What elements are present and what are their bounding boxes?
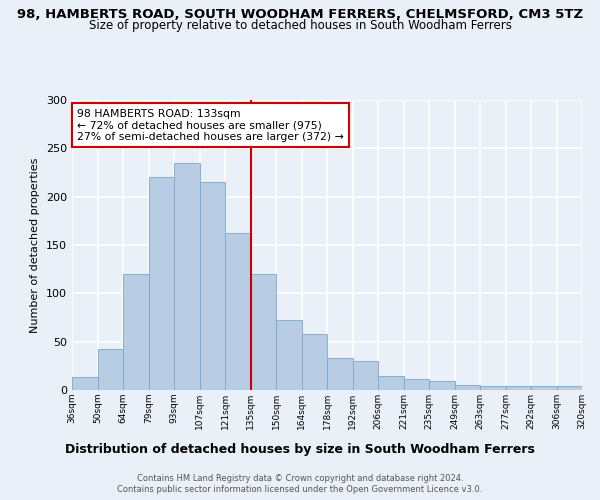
Text: 98 HAMBERTS ROAD: 133sqm
← 72% of detached houses are smaller (975)
27% of semi-: 98 HAMBERTS ROAD: 133sqm ← 72% of detach… [77, 108, 344, 142]
Bar [276, 320, 302, 390]
Text: Contains public sector information licensed under the Open Government Licence v3: Contains public sector information licen… [118, 485, 482, 494]
Bar [302, 334, 327, 390]
Bar [327, 358, 353, 390]
Bar [353, 361, 378, 390]
Bar [404, 380, 429, 390]
Bar [225, 234, 251, 390]
Bar [557, 386, 582, 390]
Text: Contains HM Land Registry data © Crown copyright and database right 2024.: Contains HM Land Registry data © Crown c… [137, 474, 463, 483]
Text: Distribution of detached houses by size in South Woodham Ferrers: Distribution of detached houses by size … [65, 442, 535, 456]
Bar [455, 385, 480, 390]
Bar [480, 386, 505, 390]
Bar [429, 382, 455, 390]
Bar [199, 182, 225, 390]
Bar [149, 178, 174, 390]
Y-axis label: Number of detached properties: Number of detached properties [31, 158, 40, 332]
Bar [251, 274, 276, 390]
Bar [531, 386, 557, 390]
Text: Size of property relative to detached houses in South Woodham Ferrers: Size of property relative to detached ho… [89, 18, 511, 32]
Bar [97, 350, 123, 390]
Bar [505, 386, 531, 390]
Bar [72, 378, 97, 390]
Bar [378, 376, 404, 390]
Text: 98, HAMBERTS ROAD, SOUTH WOODHAM FERRERS, CHELMSFORD, CM3 5TZ: 98, HAMBERTS ROAD, SOUTH WOODHAM FERRERS… [17, 8, 583, 20]
Bar [123, 274, 149, 390]
Bar [174, 163, 199, 390]
